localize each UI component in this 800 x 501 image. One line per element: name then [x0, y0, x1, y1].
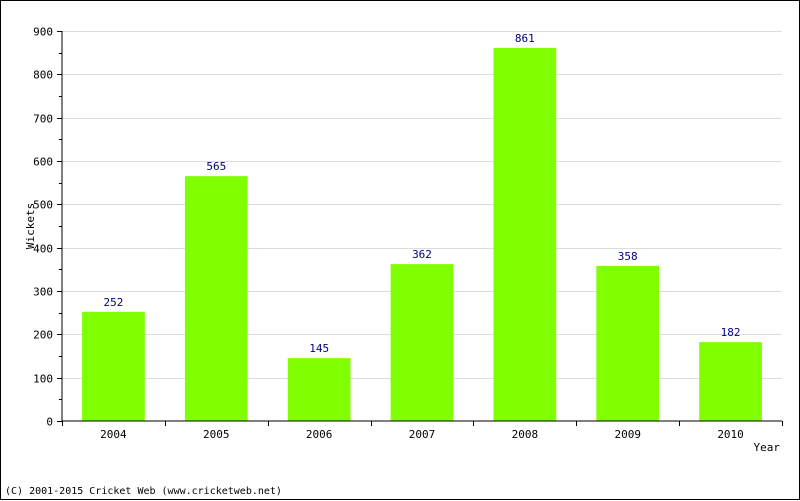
y-tick-label: 500: [33, 199, 53, 212]
y-tick-label: 900: [33, 26, 53, 39]
x-axis-ticks: 2004 2005 2006 2007 2008 2009 2010: [62, 421, 783, 441]
x-tick-label: 2006: [306, 428, 333, 441]
y-tick-label: 400: [33, 243, 53, 256]
bar-2008: [493, 47, 557, 422]
bars: [82, 47, 762, 422]
y-tick-label: 700: [33, 113, 53, 126]
x-tick-label: 2008: [512, 428, 539, 441]
value-label: 182: [721, 326, 741, 339]
y-tick-label: 300: [33, 286, 53, 299]
bar-2004: [82, 311, 145, 421]
y-tick-label: 600: [33, 156, 53, 169]
value-label: 358: [618, 250, 638, 263]
x-tick-label: 2010: [717, 428, 744, 441]
x-tick-label: 2005: [203, 428, 230, 441]
bar-2009: [596, 265, 660, 421]
gridlines: [62, 31, 782, 379]
value-label: 861: [515, 32, 535, 45]
y-tick-label: 100: [33, 373, 53, 386]
bar-2006: [287, 358, 351, 421]
value-label: 145: [309, 342, 329, 355]
x-axis-title: Year: [754, 441, 781, 454]
y-tick-label: 200: [33, 329, 53, 342]
x-tick-label: 2009: [614, 428, 641, 441]
y-tick-label: 0: [46, 416, 53, 429]
value-label: 252: [103, 296, 123, 309]
bar-2010: [699, 342, 762, 421]
value-label: 362: [412, 248, 432, 261]
y-axis-ticks: 0 100 200 300 400 500 600 700 800 900: [33, 26, 62, 429]
x-tick-label: 2004: [100, 428, 127, 441]
value-labels: 252 565 145 362 861 358 182: [103, 32, 740, 355]
bar-2007: [390, 264, 454, 421]
y-tick-label: 800: [33, 69, 53, 82]
copyright-footer: (C) 2001-2015 Cricket Web (www.cricketwe…: [5, 486, 282, 497]
x-tick-label: 2007: [409, 428, 436, 441]
y-axis-title: Wickets: [24, 203, 37, 249]
value-label: 565: [206, 160, 226, 173]
bar-2005: [184, 176, 248, 421]
